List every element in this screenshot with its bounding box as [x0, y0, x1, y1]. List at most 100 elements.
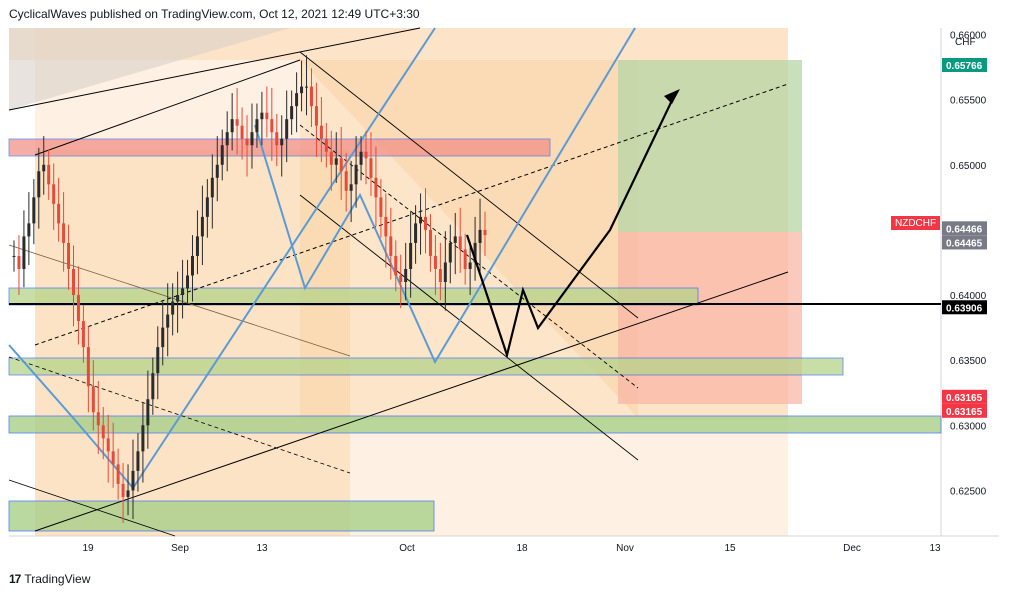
candle-body — [225, 132, 229, 146]
price-label-stop-1: 0.63165 — [942, 389, 987, 404]
candle-body — [42, 164, 46, 172]
price-label-text: 0.63165 — [946, 407, 983, 418]
candle-body — [22, 236, 26, 269]
candle-body — [458, 236, 462, 250]
tradingview-footer[interactable]: 17 TradingView — [9, 572, 90, 586]
candle-body — [111, 451, 115, 465]
candle-body — [468, 262, 472, 269]
candle-body — [329, 151, 333, 165]
price-label-text: 0.63165 — [946, 393, 983, 404]
price-label-text: 0.64466 — [946, 224, 983, 235]
candle-body — [136, 451, 140, 471]
price-label-last-price-2: 0.64465 — [942, 235, 987, 250]
candle-body — [280, 138, 284, 146]
blue-zigzag-path[interactable] — [8, 27, 436, 490]
candle-body — [186, 275, 190, 289]
candle-body — [389, 236, 393, 256]
blue-zigzag-path-2[interactable] — [254, 27, 636, 365]
candle-body — [67, 242, 71, 269]
price-label-last-price-1: 0.64466 — [942, 221, 987, 236]
candle-body — [156, 347, 160, 374]
candle-body — [230, 119, 234, 133]
channel-upper-line[interactable] — [8, 27, 421, 111]
candle-body — [394, 255, 398, 276]
candle-body — [384, 216, 388, 237]
x-tick-label: 15 — [724, 543, 736, 554]
candle-body — [438, 268, 442, 282]
candle-body — [32, 197, 36, 224]
x-tick-label: Oct — [399, 543, 415, 554]
candle-body — [161, 327, 165, 348]
symbol-label: NZDCHF — [895, 218, 936, 229]
candle-body — [319, 125, 323, 139]
candle-body — [96, 412, 100, 426]
channel-lower-line[interactable] — [34, 271, 789, 532]
candle-body — [57, 203, 61, 224]
symbol-badge: NZDCHF — [891, 216, 940, 230]
left-fall-lower[interactable] — [8, 479, 176, 537]
x-tick-label: 18 — [516, 543, 528, 554]
time-axis[interactable]: 19 Sep 13 Oct 18 Nov 15 Dec 13 — [82, 543, 941, 554]
price-label-stop-2: 0.63165 — [942, 403, 987, 418]
price-label-bg — [942, 221, 987, 236]
candle-body — [12, 255, 16, 257]
candle-body — [81, 321, 85, 348]
candle-body — [344, 171, 348, 191]
currency-label: CHF — [955, 37, 976, 48]
candle-body — [314, 106, 318, 126]
price-label-horizontal-level: 0.63906 — [942, 300, 987, 315]
candle-body — [141, 425, 145, 452]
green-zone-1 — [8, 287, 699, 306]
candles — [12, 55, 487, 523]
publish-header: CyclicalWaves published on TradingView.c… — [9, 7, 420, 21]
candle-body — [126, 490, 130, 497]
channel-top-left-line[interactable] — [34, 59, 301, 156]
fall-channel-lower[interactable] — [299, 194, 639, 461]
candle-body — [210, 177, 214, 198]
price-label-bg — [942, 300, 987, 315]
orange-zone-left — [35, 150, 350, 536]
candle-body — [76, 295, 80, 322]
candle-body — [478, 229, 482, 243]
candle-body — [275, 132, 279, 146]
candle-body — [359, 151, 363, 165]
candle-body — [399, 275, 403, 282]
candle-body — [171, 301, 175, 315]
projection-path[interactable] — [465, 91, 677, 359]
x-tick-label: 19 — [82, 543, 94, 554]
candle-body — [17, 255, 21, 269]
candle-body — [86, 347, 90, 387]
price-label-text: 0.64465 — [946, 238, 983, 249]
price-label-bg — [942, 235, 987, 250]
y-tick-label: 0.66000 — [950, 31, 987, 42]
candle-body — [443, 262, 447, 282]
publish-info: published on TradingView.com, Oct 12, 20… — [89, 7, 420, 21]
y-tick-label: 0.64000 — [950, 291, 987, 302]
y-tick-label: 0.65500 — [950, 96, 987, 107]
author-name[interactable]: CyclicalWaves — [9, 7, 87, 21]
target-zone — [618, 60, 802, 232]
x-tick-label: Dec — [843, 543, 861, 554]
candle-body — [250, 132, 254, 146]
candle-body — [176, 295, 180, 302]
candle-body — [245, 138, 249, 146]
candle-body — [235, 119, 239, 126]
candle-body — [116, 464, 120, 484]
price-axis[interactable]: 0.660000.655000.650000.645000.640000.635… — [950, 31, 987, 498]
price-label-text: 0.63906 — [946, 303, 983, 314]
candle-body — [91, 386, 95, 413]
candle-body — [305, 86, 309, 88]
stop-zone — [618, 232, 802, 404]
candle-body — [205, 197, 209, 217]
fall-channel-upper[interactable] — [299, 51, 639, 319]
candle-body — [121, 483, 125, 497]
candle-body — [200, 216, 204, 237]
candle-body — [414, 223, 418, 243]
candle-body — [27, 223, 31, 237]
candle-body — [62, 223, 66, 243]
candle-body — [290, 106, 294, 120]
candle-body — [181, 288, 185, 296]
left-fall-upper[interactable] — [8, 244, 351, 357]
y-tick-label: 0.63500 — [950, 356, 987, 367]
